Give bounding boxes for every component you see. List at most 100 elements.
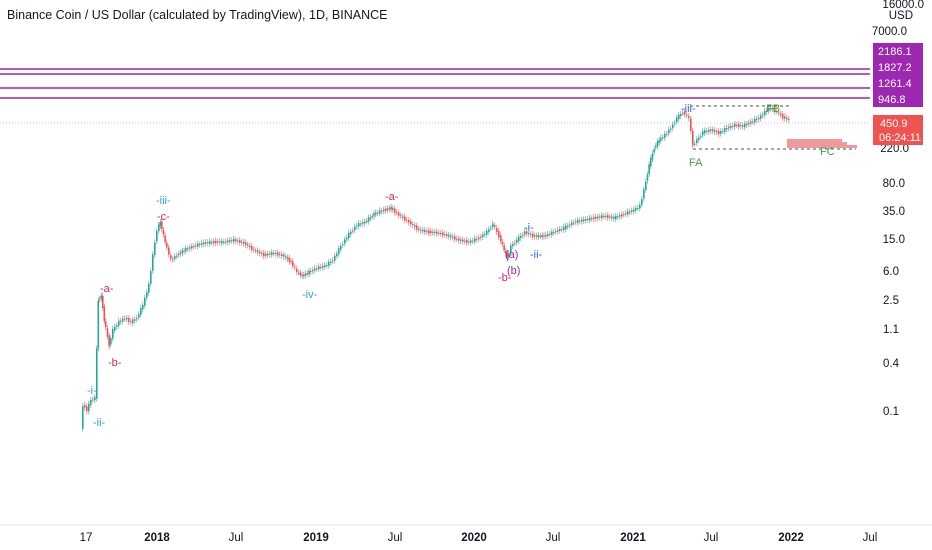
candle (478, 237, 480, 240)
candle (235, 239, 237, 242)
candle (522, 234, 524, 236)
candle (591, 218, 593, 220)
candle (249, 245, 251, 248)
candle (744, 123, 746, 128)
candle (587, 219, 589, 220)
candle (84, 405, 86, 408)
candle (573, 222, 575, 224)
wave-label[interactable]: FA (689, 157, 703, 169)
candle (635, 208, 637, 211)
candle (312, 269, 314, 272)
candle (174, 256, 176, 259)
candle (528, 232, 530, 235)
wave-label[interactable]: -a- (385, 191, 399, 203)
candle (472, 240, 474, 242)
candle (367, 217, 370, 222)
candle (547, 233, 549, 236)
candle (770, 108, 772, 110)
candle (227, 240, 229, 243)
wave-label[interactable]: (a) (505, 249, 518, 261)
wave-label[interactable]: -a- (100, 283, 114, 295)
candle (179, 252, 182, 254)
candle (603, 216, 605, 217)
candle (557, 230, 559, 232)
wave-labels[interactable]: -i- -ii- -a- -b- -c- -iii- -iv- -a- -b- … (87, 103, 835, 429)
candle (754, 118, 756, 123)
candle (257, 250, 259, 253)
candle (510, 245, 512, 253)
candle (645, 181, 647, 190)
candle (650, 158, 652, 167)
wave-label[interactable]: -iv- (302, 289, 318, 301)
candle (170, 255, 172, 259)
candle (704, 130, 706, 134)
range-lines[interactable] (690, 105, 856, 150)
candle (722, 131, 724, 133)
candle (732, 125, 734, 127)
candle (641, 199, 643, 205)
candle (185, 248, 187, 252)
candle (223, 242, 225, 243)
wave-label[interactable]: -i- (87, 385, 97, 397)
candle (99, 298, 101, 300)
wave-label[interactable]: -iii- (681, 103, 696, 115)
candle (788, 119, 790, 120)
candle (710, 129, 712, 132)
candle (780, 113, 782, 116)
candle (255, 250, 257, 252)
candle (181, 250, 184, 254)
candle (670, 128, 672, 130)
candle (126, 318, 128, 320)
bar-countdown: 06:24:11 (879, 132, 921, 144)
candle (464, 240, 466, 242)
candle (168, 247, 170, 255)
candle (470, 240, 472, 243)
candle (768, 108, 770, 112)
candle (352, 230, 354, 232)
candle (394, 208, 396, 213)
candle (778, 112, 780, 114)
time-axis[interactable]: 17 2018 Jul 2019 Jul 2020 Jul 2021 Jul 2… (80, 532, 878, 544)
candle (613, 216, 615, 219)
candle (490, 227, 492, 229)
wave-label[interactable]: FB (766, 103, 780, 115)
candle (577, 220, 579, 223)
wave-label[interactable]: -c- (157, 211, 170, 223)
candle (366, 221, 368, 222)
candle (643, 189, 645, 199)
wave-label[interactable]: -b- (108, 357, 122, 369)
time-tick: 2018 (144, 532, 170, 544)
horizontal-levels[interactable] (0, 68, 870, 99)
candle (243, 241, 245, 244)
wave-label[interactable]: FC (820, 146, 835, 158)
candle (506, 253, 509, 259)
candle (298, 272, 300, 274)
candle (385, 208, 387, 211)
candle (324, 265, 326, 268)
wave-label[interactable]: -b- (498, 272, 512, 284)
candle (416, 225, 418, 230)
candle (706, 131, 708, 132)
candle (676, 117, 678, 122)
candle (97, 300, 100, 349)
wave-label[interactable]: -i- (524, 222, 534, 234)
candle (730, 125, 732, 128)
candle (666, 133, 668, 135)
wave-label[interactable]: -ii- (93, 417, 106, 429)
candle (589, 217, 591, 221)
candle (700, 135, 702, 137)
target-zones[interactable] (787, 139, 857, 148)
candle (82, 406, 84, 429)
candle (140, 308, 142, 315)
candle (396, 212, 398, 214)
candle (563, 226, 565, 230)
candle (430, 230, 432, 234)
candle (424, 230, 426, 232)
wave-label[interactable]: -iii- (156, 195, 171, 207)
wave-label[interactable]: -ii- (530, 249, 543, 261)
wave-label[interactable]: (b) (507, 265, 520, 277)
candle (102, 296, 104, 308)
candle (750, 121, 752, 124)
